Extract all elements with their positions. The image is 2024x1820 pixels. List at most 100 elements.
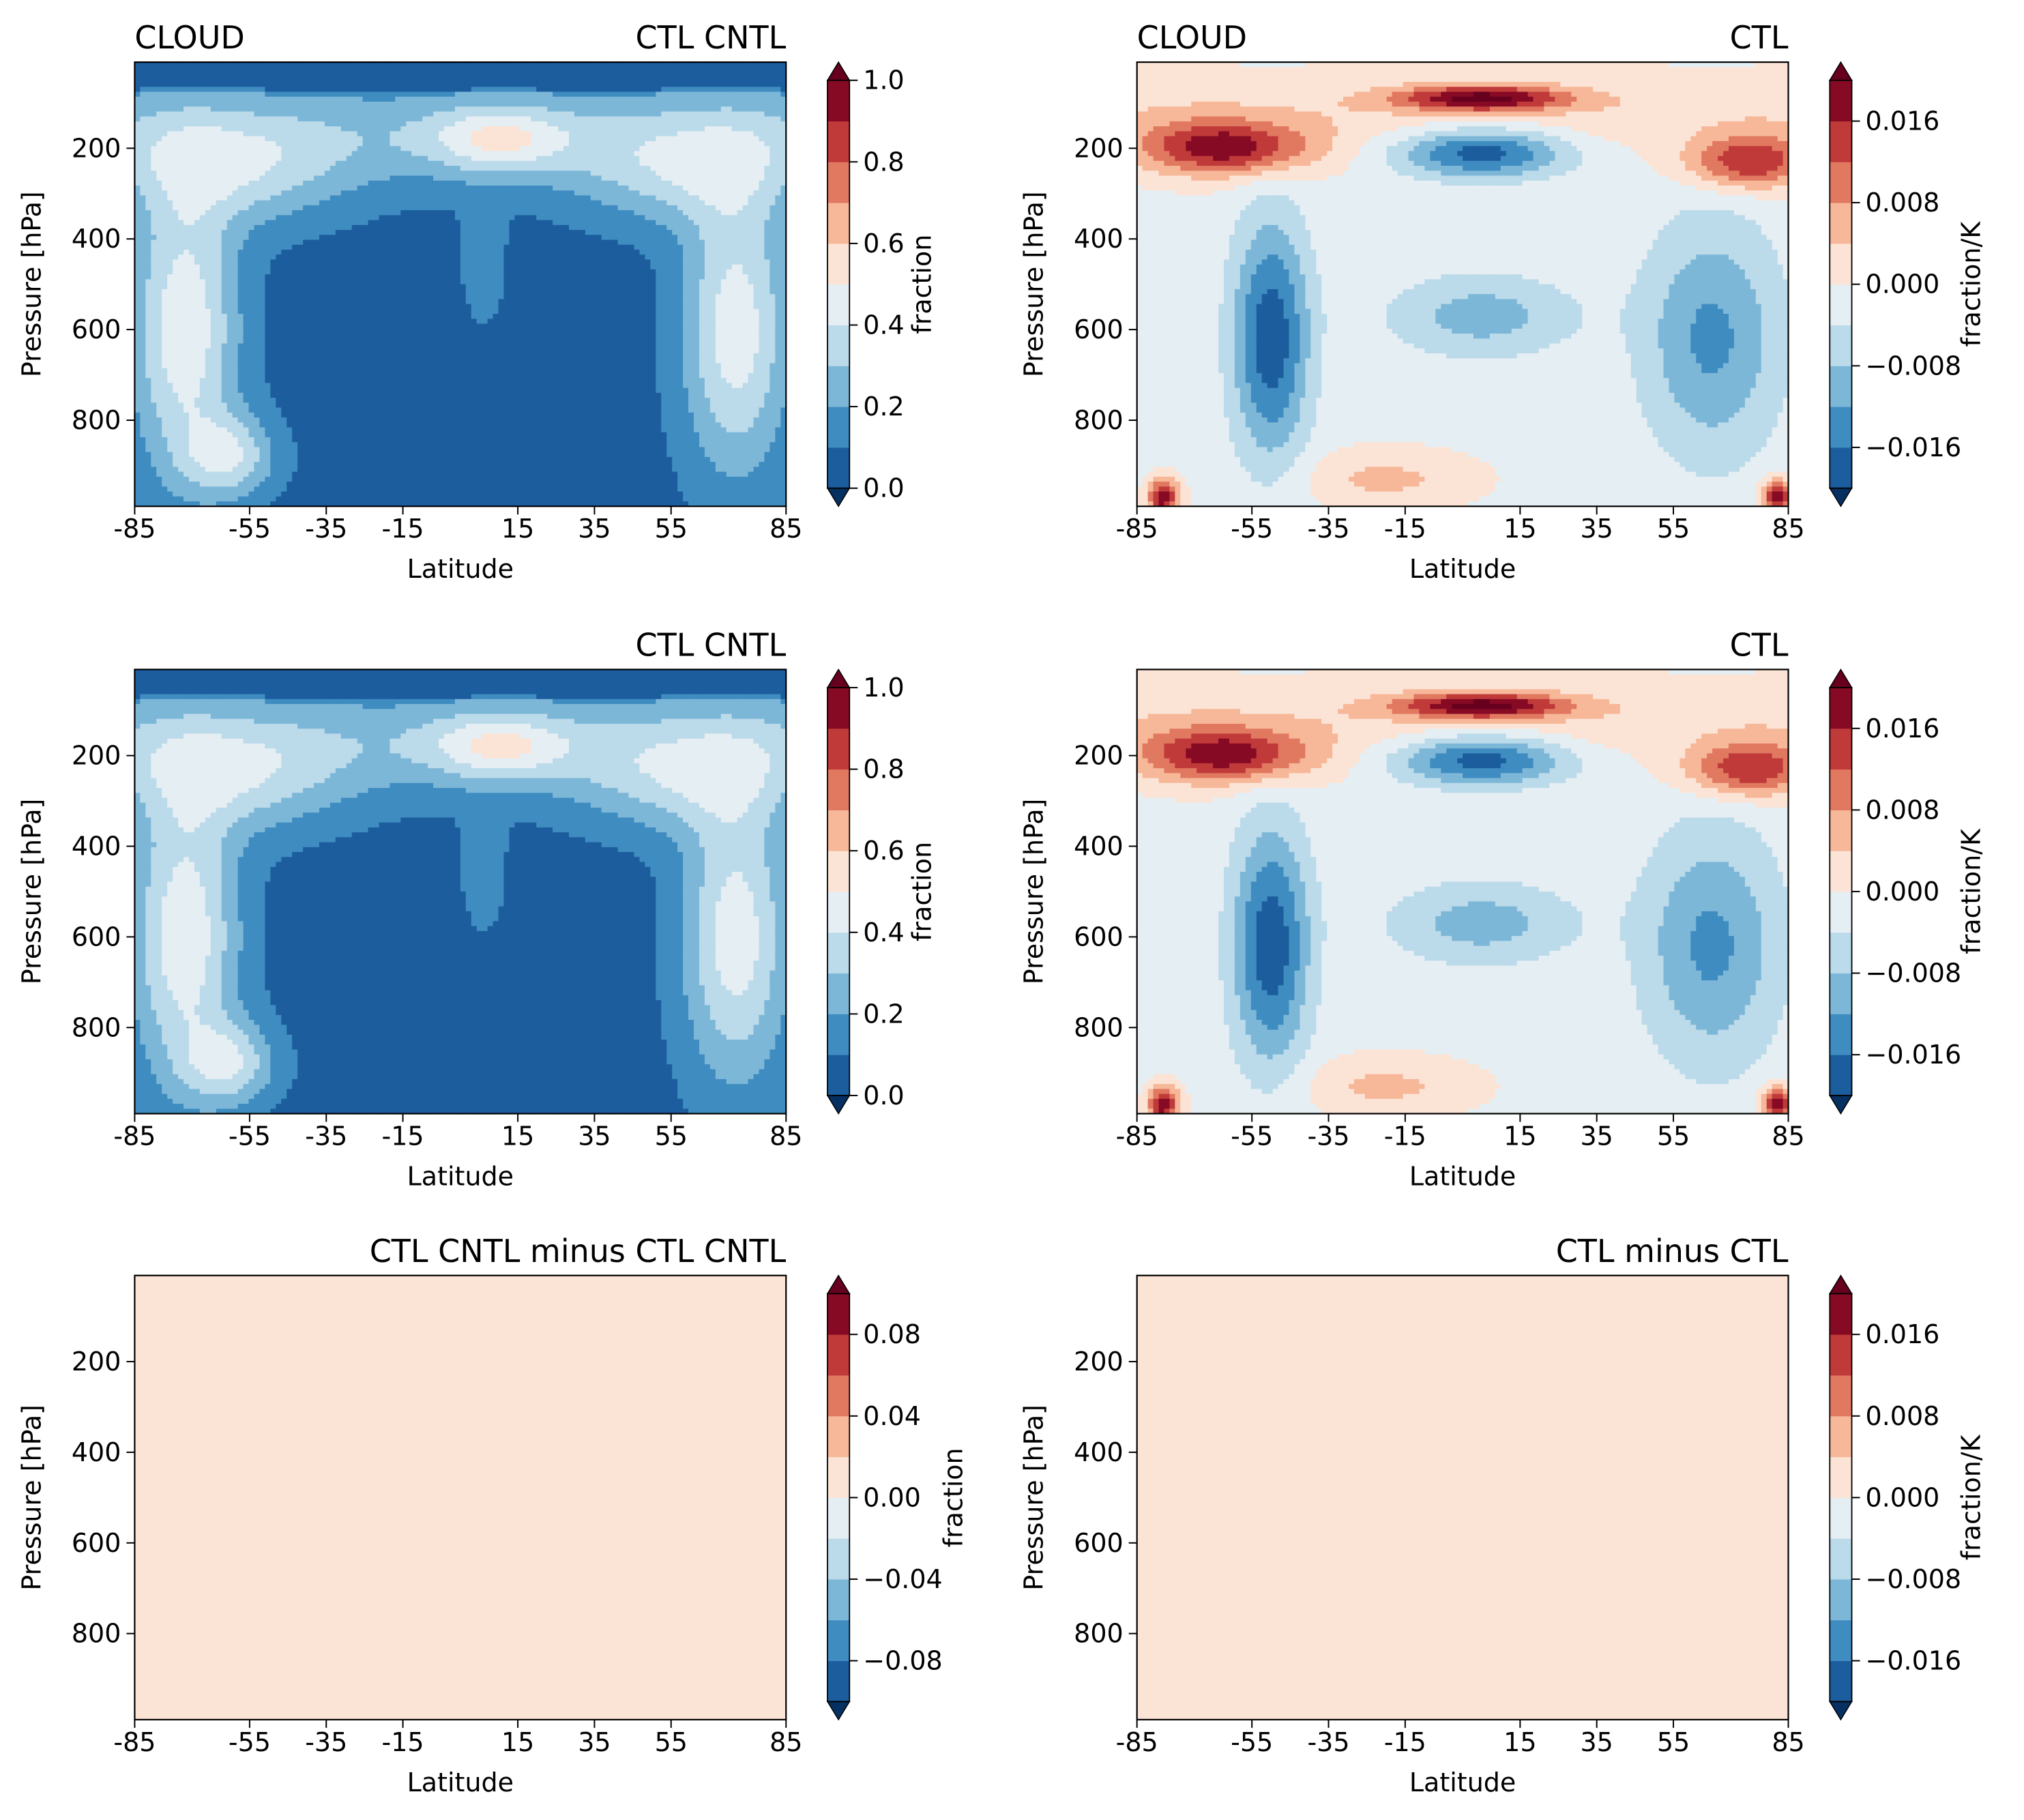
contour-cell [140,175,147,181]
contour-cell [216,111,222,117]
contour-cell [368,185,375,191]
contour-cell [237,62,244,68]
contour-cell [373,254,380,261]
contour-cell [623,131,630,137]
contour-cell [351,166,358,171]
contour-cell [585,200,591,206]
contour-cell [509,250,516,255]
contour-cell [726,215,733,221]
contour-cell [661,171,667,177]
contour-cell [221,160,228,166]
contour-cell [617,67,624,73]
contour-cell [596,141,602,147]
contour-cell [514,141,521,147]
contour-cell [601,72,608,78]
contour-cell [579,121,586,127]
contour-cell [194,82,201,87]
contour-cell [140,87,147,93]
contour-cell [167,160,173,166]
contour-cell [156,175,162,181]
contour-cell [340,82,347,87]
contour-cell [297,195,304,201]
contour-cell [639,205,646,211]
contour-cell [151,205,157,211]
contour-cell [482,180,488,186]
contour-cell [742,106,749,113]
contour-cell [324,205,331,211]
contour-cell [558,259,564,265]
contour-cell [259,101,266,107]
contour-cell [395,111,402,117]
contour-cell [617,235,624,241]
contour-cell [443,185,450,191]
contour-cell [775,215,781,221]
contour-cell [720,205,727,211]
contour-cell [346,156,353,162]
contour-cell [400,239,407,246]
contour-cell [542,91,548,98]
contour-cell [248,235,255,241]
contour-cell [623,67,630,73]
contour-cell [715,156,722,162]
contour-cell [379,210,385,216]
contour-cell [134,160,141,166]
contour-cell [184,146,190,152]
contour-cell [184,96,190,102]
contour-cell [226,239,233,246]
contour-cell [308,175,314,181]
contour-cell [167,200,173,206]
contour-cell [254,106,261,113]
contour-cell [417,190,423,196]
contour-cell [579,160,586,166]
contour-cell [476,87,483,93]
contour-cell [509,146,516,152]
contour-cell [184,254,190,261]
contour-cell [775,235,781,241]
contour-cell [759,190,765,196]
contour-cell [509,126,516,132]
contour-cell [226,185,233,191]
contour-cell [677,146,684,152]
contour-cell [373,205,380,211]
contour-cell [715,224,722,231]
contour-cell [439,215,445,221]
contour-cell [536,166,542,171]
contour-cell [184,220,190,226]
contour-cell [553,136,559,142]
contour-cell [737,87,744,93]
contour-cell [351,106,358,113]
contour-cell [346,175,353,181]
contour-cell [329,220,336,226]
contour-cell [650,136,656,142]
contour-cell [324,116,331,122]
contour-cell [547,190,553,196]
contour-cell [319,259,325,265]
contour-cell [335,87,342,93]
contour-cell [542,116,548,122]
contour-cell [568,224,575,231]
contour-cell [574,195,581,201]
contour-cell [270,180,276,186]
contour-cell [373,171,380,177]
contour-cell [308,136,314,142]
contour-cell [254,151,261,157]
contour-cell [677,244,684,250]
contour-cell [162,126,168,132]
contour-cell [281,190,287,196]
contour-cell [606,126,613,132]
contour-cell [226,72,233,78]
contour-cell [704,67,711,73]
contour-cell [639,82,646,87]
contour-cell [439,235,445,241]
contour-cell [579,106,586,113]
contour-cell [329,111,336,117]
contour-cell [335,116,342,122]
contour-cell [346,136,353,142]
contour-cell [335,254,342,261]
contour-cell [151,235,157,241]
contour-cell [319,131,325,137]
contour-cell [395,190,402,196]
contour-cell [683,72,689,78]
contour-cell [563,67,570,73]
contour-cell [596,91,602,98]
